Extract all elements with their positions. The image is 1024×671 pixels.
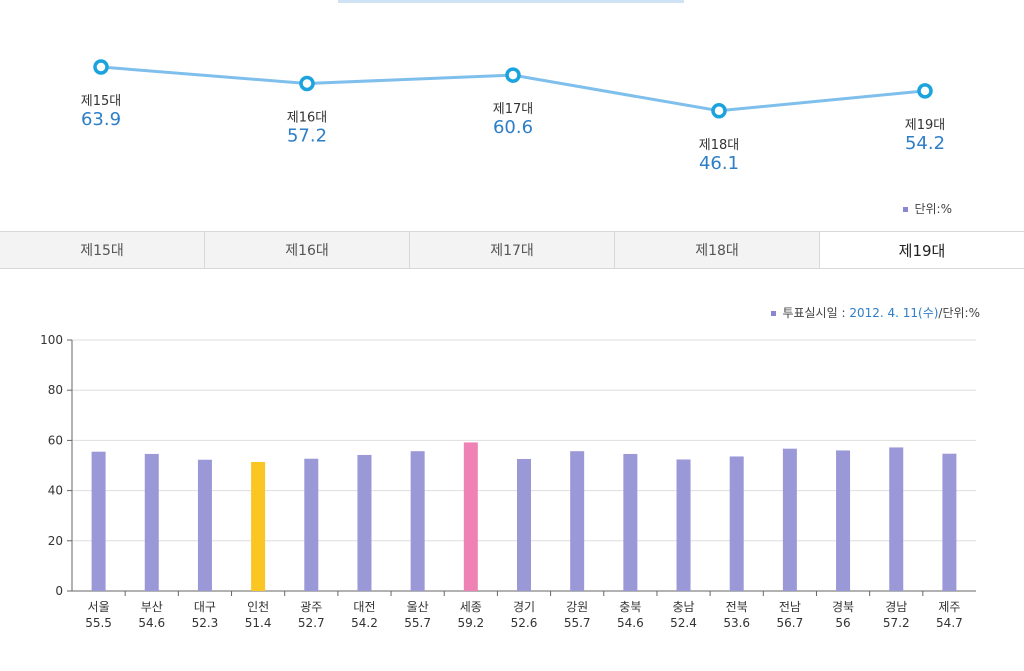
- y-tick-label: 20: [48, 534, 63, 548]
- x-category-label: 전북: [726, 600, 748, 614]
- x-category-label: 세종: [460, 600, 482, 614]
- bar-value-label: 57.2: [883, 616, 910, 630]
- tab-16th[interactable]: 제16대: [205, 232, 410, 268]
- x-category-label: 광주: [300, 600, 322, 614]
- trend-unit-label: 단위:%: [914, 202, 952, 216]
- bar: [836, 450, 851, 591]
- bar: [251, 461, 266, 591]
- x-category-label: 제주: [938, 600, 960, 614]
- bar-value-label: 56: [835, 616, 850, 630]
- bar: [463, 442, 478, 591]
- trend-marker: [711, 103, 727, 119]
- trend-marker: [505, 67, 521, 83]
- legend-square-icon: [771, 311, 777, 316]
- tab-19th[interactable]: 제19대: [820, 232, 1024, 268]
- tab-17th[interactable]: 제17대: [410, 232, 615, 268]
- tab-label: 제17대: [490, 243, 534, 259]
- y-tick-label: 100: [40, 333, 63, 347]
- bar-value-label: 55.5: [85, 616, 112, 630]
- bar: [782, 448, 797, 591]
- tab-label: 제16대: [285, 243, 329, 259]
- legend-square-icon: [903, 207, 909, 212]
- bar: [676, 459, 691, 591]
- trend-term-label: 제19대: [905, 118, 945, 133]
- x-category-label: 대전: [353, 600, 375, 614]
- bar-value-label: 53.6: [723, 616, 750, 630]
- bar: [357, 454, 372, 591]
- bar-value-label: 55.7: [564, 616, 591, 630]
- bar-value-label: 51.4: [245, 616, 272, 630]
- bar-value-label: 56.7: [777, 616, 804, 630]
- election-date: 2012. 4. 11(수): [849, 306, 939, 320]
- x-category-label: 울산: [407, 600, 429, 614]
- bar-value-label: 54.6: [617, 616, 644, 630]
- bar-value-label: 52.7: [298, 616, 325, 630]
- top-scroll-indicator: [338, 0, 684, 3]
- bar-value-label: 52.6: [511, 616, 538, 630]
- election-tabs: 제15대 제16대 제17대 제18대 제19대: [0, 231, 1024, 269]
- legend-suffix: /단위:%: [938, 306, 980, 320]
- x-category-label: 부산: [141, 600, 163, 614]
- bar-chart-legend: 투표실시일 : 2012. 4. 11(수)/단위:%: [771, 304, 980, 321]
- x-category-label: 경북: [832, 600, 854, 614]
- y-tick-label: 0: [55, 584, 63, 598]
- bar-value-label: 54.6: [138, 616, 165, 630]
- bar: [570, 451, 585, 591]
- trend-value-label: 63.9: [81, 109, 121, 130]
- bar: [889, 447, 904, 591]
- tab-label: 제18대: [695, 243, 739, 259]
- trend-marker: [917, 83, 933, 99]
- bar-value-label: 52.4: [670, 616, 697, 630]
- x-category-label: 대구: [194, 600, 216, 614]
- bar: [304, 458, 319, 591]
- trend-term-label: 제15대: [81, 94, 121, 109]
- bar: [410, 451, 425, 591]
- x-category-label: 충북: [619, 600, 641, 614]
- trend-term-label: 제16대: [287, 110, 327, 125]
- bar: [942, 453, 957, 591]
- bar: [623, 453, 638, 591]
- regional-turnout-bar-chart: 0 20 40 60 80 100 서울 55.5 부산 54.6 대구 52.3 인천 51.4 광주 52…: [40, 333, 976, 630]
- x-category-label: 인천: [247, 599, 269, 614]
- trend-value-label: 54.2: [905, 133, 945, 154]
- bar: [144, 453, 159, 591]
- tab-15th[interactable]: 제15대: [0, 232, 205, 268]
- tab-label: 제15대: [80, 243, 124, 259]
- bar: [729, 456, 744, 591]
- bar-value-label: 55.7: [404, 616, 431, 630]
- trend-marker: [299, 75, 315, 92]
- y-tick-label: 40: [48, 484, 63, 498]
- tab-label: 제19대: [898, 241, 946, 260]
- x-category-label: 전남: [779, 600, 801, 614]
- y-tick-label: 60: [48, 433, 63, 447]
- bar: [517, 458, 531, 591]
- tab-18th[interactable]: 제18대: [615, 232, 820, 268]
- bar: [197, 459, 212, 591]
- trend-marker: [93, 59, 109, 75]
- bar-value-label: 52.3: [192, 616, 219, 630]
- x-category-label: 서울: [88, 600, 110, 614]
- trend-value-label: 46.1: [699, 153, 739, 174]
- bar-value-label: 54.2: [351, 616, 378, 630]
- legend-prefix: 투표실시일 :: [782, 306, 850, 320]
- x-category-label: 강원: [566, 600, 588, 614]
- bar: [91, 451, 106, 591]
- bar-value-label: 54.7: [936, 616, 963, 630]
- trend-value-label: 57.2: [287, 125, 327, 146]
- x-category-label: 경남: [885, 600, 907, 614]
- bar-value-label: 59.2: [457, 616, 484, 630]
- trend-unit-legend: 단위:%: [903, 200, 952, 217]
- trend-value-label: 60.6: [493, 117, 533, 138]
- x-category-label: 경기: [513, 600, 535, 614]
- x-category-label: 충남: [672, 600, 694, 614]
- y-tick-label: 80: [48, 383, 63, 397]
- trend-term-label: 제18대: [699, 138, 739, 153]
- trend-term-label: 제17대: [493, 102, 533, 117]
